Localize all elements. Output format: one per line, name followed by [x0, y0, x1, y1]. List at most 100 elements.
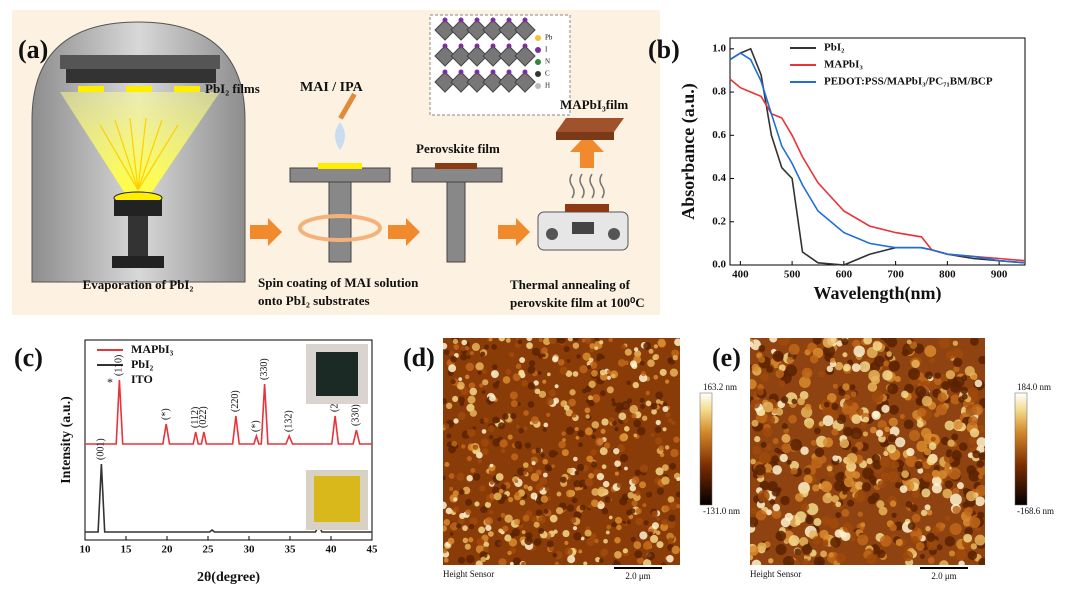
film	[556, 132, 614, 140]
legend-label: MAPbI₃	[824, 59, 863, 71]
grain	[504, 534, 512, 542]
grain	[655, 530, 661, 536]
grain	[672, 354, 679, 361]
grain	[444, 461, 450, 467]
grain	[803, 474, 813, 484]
grain	[453, 418, 459, 424]
grain	[963, 533, 973, 543]
grain	[799, 390, 809, 400]
grain	[828, 518, 840, 529]
grain	[603, 442, 611, 449]
grain	[596, 472, 605, 481]
grain	[601, 355, 605, 359]
grain	[952, 487, 960, 496]
grain	[757, 489, 770, 502]
peak-label: (001)	[96, 438, 107, 460]
grain	[466, 554, 475, 564]
grain	[622, 520, 627, 525]
grain	[448, 473, 455, 479]
grain	[953, 357, 963, 367]
grain	[613, 447, 620, 455]
grain	[919, 553, 926, 560]
grain	[871, 390, 884, 403]
grain	[470, 468, 476, 473]
grain	[971, 404, 984, 416]
grain	[772, 503, 781, 512]
grain	[515, 338, 520, 341]
grain	[814, 447, 825, 458]
grain	[667, 496, 675, 503]
grain	[902, 550, 914, 562]
grain	[863, 338, 873, 345]
grain	[443, 557, 449, 563]
x-tick-label: 600	[836, 269, 853, 281]
grain	[841, 338, 849, 346]
grain	[527, 382, 535, 390]
grain	[931, 526, 940, 535]
grain	[604, 496, 611, 503]
grain	[543, 508, 549, 514]
knob	[546, 228, 558, 240]
grain	[481, 447, 489, 456]
grain	[499, 439, 508, 448]
grain	[475, 560, 483, 565]
grain	[750, 341, 754, 347]
grain	[613, 559, 618, 565]
grain	[564, 540, 569, 546]
grain	[462, 525, 468, 532]
atom	[458, 43, 464, 49]
grain	[451, 440, 458, 447]
grain	[766, 365, 774, 373]
grain	[566, 489, 574, 498]
grain	[905, 501, 913, 508]
colorbar	[699, 392, 713, 506]
grain	[921, 396, 933, 407]
grain	[449, 532, 454, 536]
grain	[772, 438, 779, 445]
grain	[498, 488, 504, 494]
grain	[507, 550, 512, 556]
grain	[879, 535, 892, 547]
grain	[797, 397, 805, 406]
grain	[521, 530, 526, 534]
grain	[673, 436, 680, 443]
grain	[508, 351, 515, 358]
grain	[780, 517, 791, 528]
grain	[662, 401, 668, 407]
grain	[548, 338, 557, 345]
grain	[905, 457, 914, 466]
grain	[805, 515, 814, 525]
grain	[926, 509, 933, 516]
grain	[668, 514, 676, 522]
grain	[587, 504, 592, 509]
grain	[945, 350, 955, 360]
grain	[523, 410, 529, 416]
grain	[868, 369, 880, 382]
grain	[574, 470, 579, 476]
grain	[801, 544, 813, 555]
grain	[505, 368, 512, 375]
grain	[846, 499, 855, 507]
grain	[614, 426, 619, 432]
grain	[655, 391, 664, 400]
grain	[596, 501, 605, 510]
grain	[964, 507, 973, 516]
grain	[618, 412, 627, 421]
grain	[635, 507, 642, 515]
grain	[479, 485, 486, 492]
grain	[452, 395, 459, 402]
grain	[586, 537, 595, 546]
grain	[760, 373, 769, 382]
grain	[575, 435, 580, 440]
grain	[661, 476, 670, 485]
grain	[921, 488, 931, 498]
grain	[606, 386, 614, 394]
x-tick-label: 700	[887, 269, 904, 281]
grain	[635, 490, 641, 496]
grain	[483, 546, 489, 553]
grain	[978, 557, 985, 565]
grain	[480, 505, 488, 514]
grain	[531, 516, 538, 523]
atom	[442, 43, 448, 49]
grain	[963, 543, 971, 550]
